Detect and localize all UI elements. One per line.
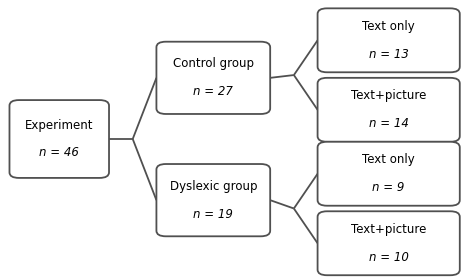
FancyBboxPatch shape [9, 100, 109, 178]
Text: n = 27: n = 27 [193, 85, 233, 98]
Text: Experiment: Experiment [25, 119, 93, 131]
Text: Text+picture: Text+picture [351, 90, 427, 102]
Text: n = 19: n = 19 [193, 208, 233, 220]
Text: n = 13: n = 13 [369, 48, 409, 61]
Text: Control group: Control group [173, 58, 254, 70]
Text: Text only: Text only [362, 153, 415, 166]
Text: n = 46: n = 46 [39, 147, 79, 159]
FancyBboxPatch shape [318, 211, 460, 275]
FancyBboxPatch shape [318, 142, 460, 206]
Text: Text only: Text only [362, 20, 415, 33]
Text: Text+picture: Text+picture [351, 223, 427, 236]
Text: n = 10: n = 10 [369, 251, 409, 264]
FancyBboxPatch shape [318, 78, 460, 142]
Text: Dyslexic group: Dyslexic group [170, 180, 257, 193]
FancyBboxPatch shape [156, 42, 270, 114]
Text: n = 14: n = 14 [369, 117, 409, 130]
FancyBboxPatch shape [318, 8, 460, 72]
Text: n = 9: n = 9 [373, 181, 405, 194]
FancyBboxPatch shape [156, 164, 270, 236]
